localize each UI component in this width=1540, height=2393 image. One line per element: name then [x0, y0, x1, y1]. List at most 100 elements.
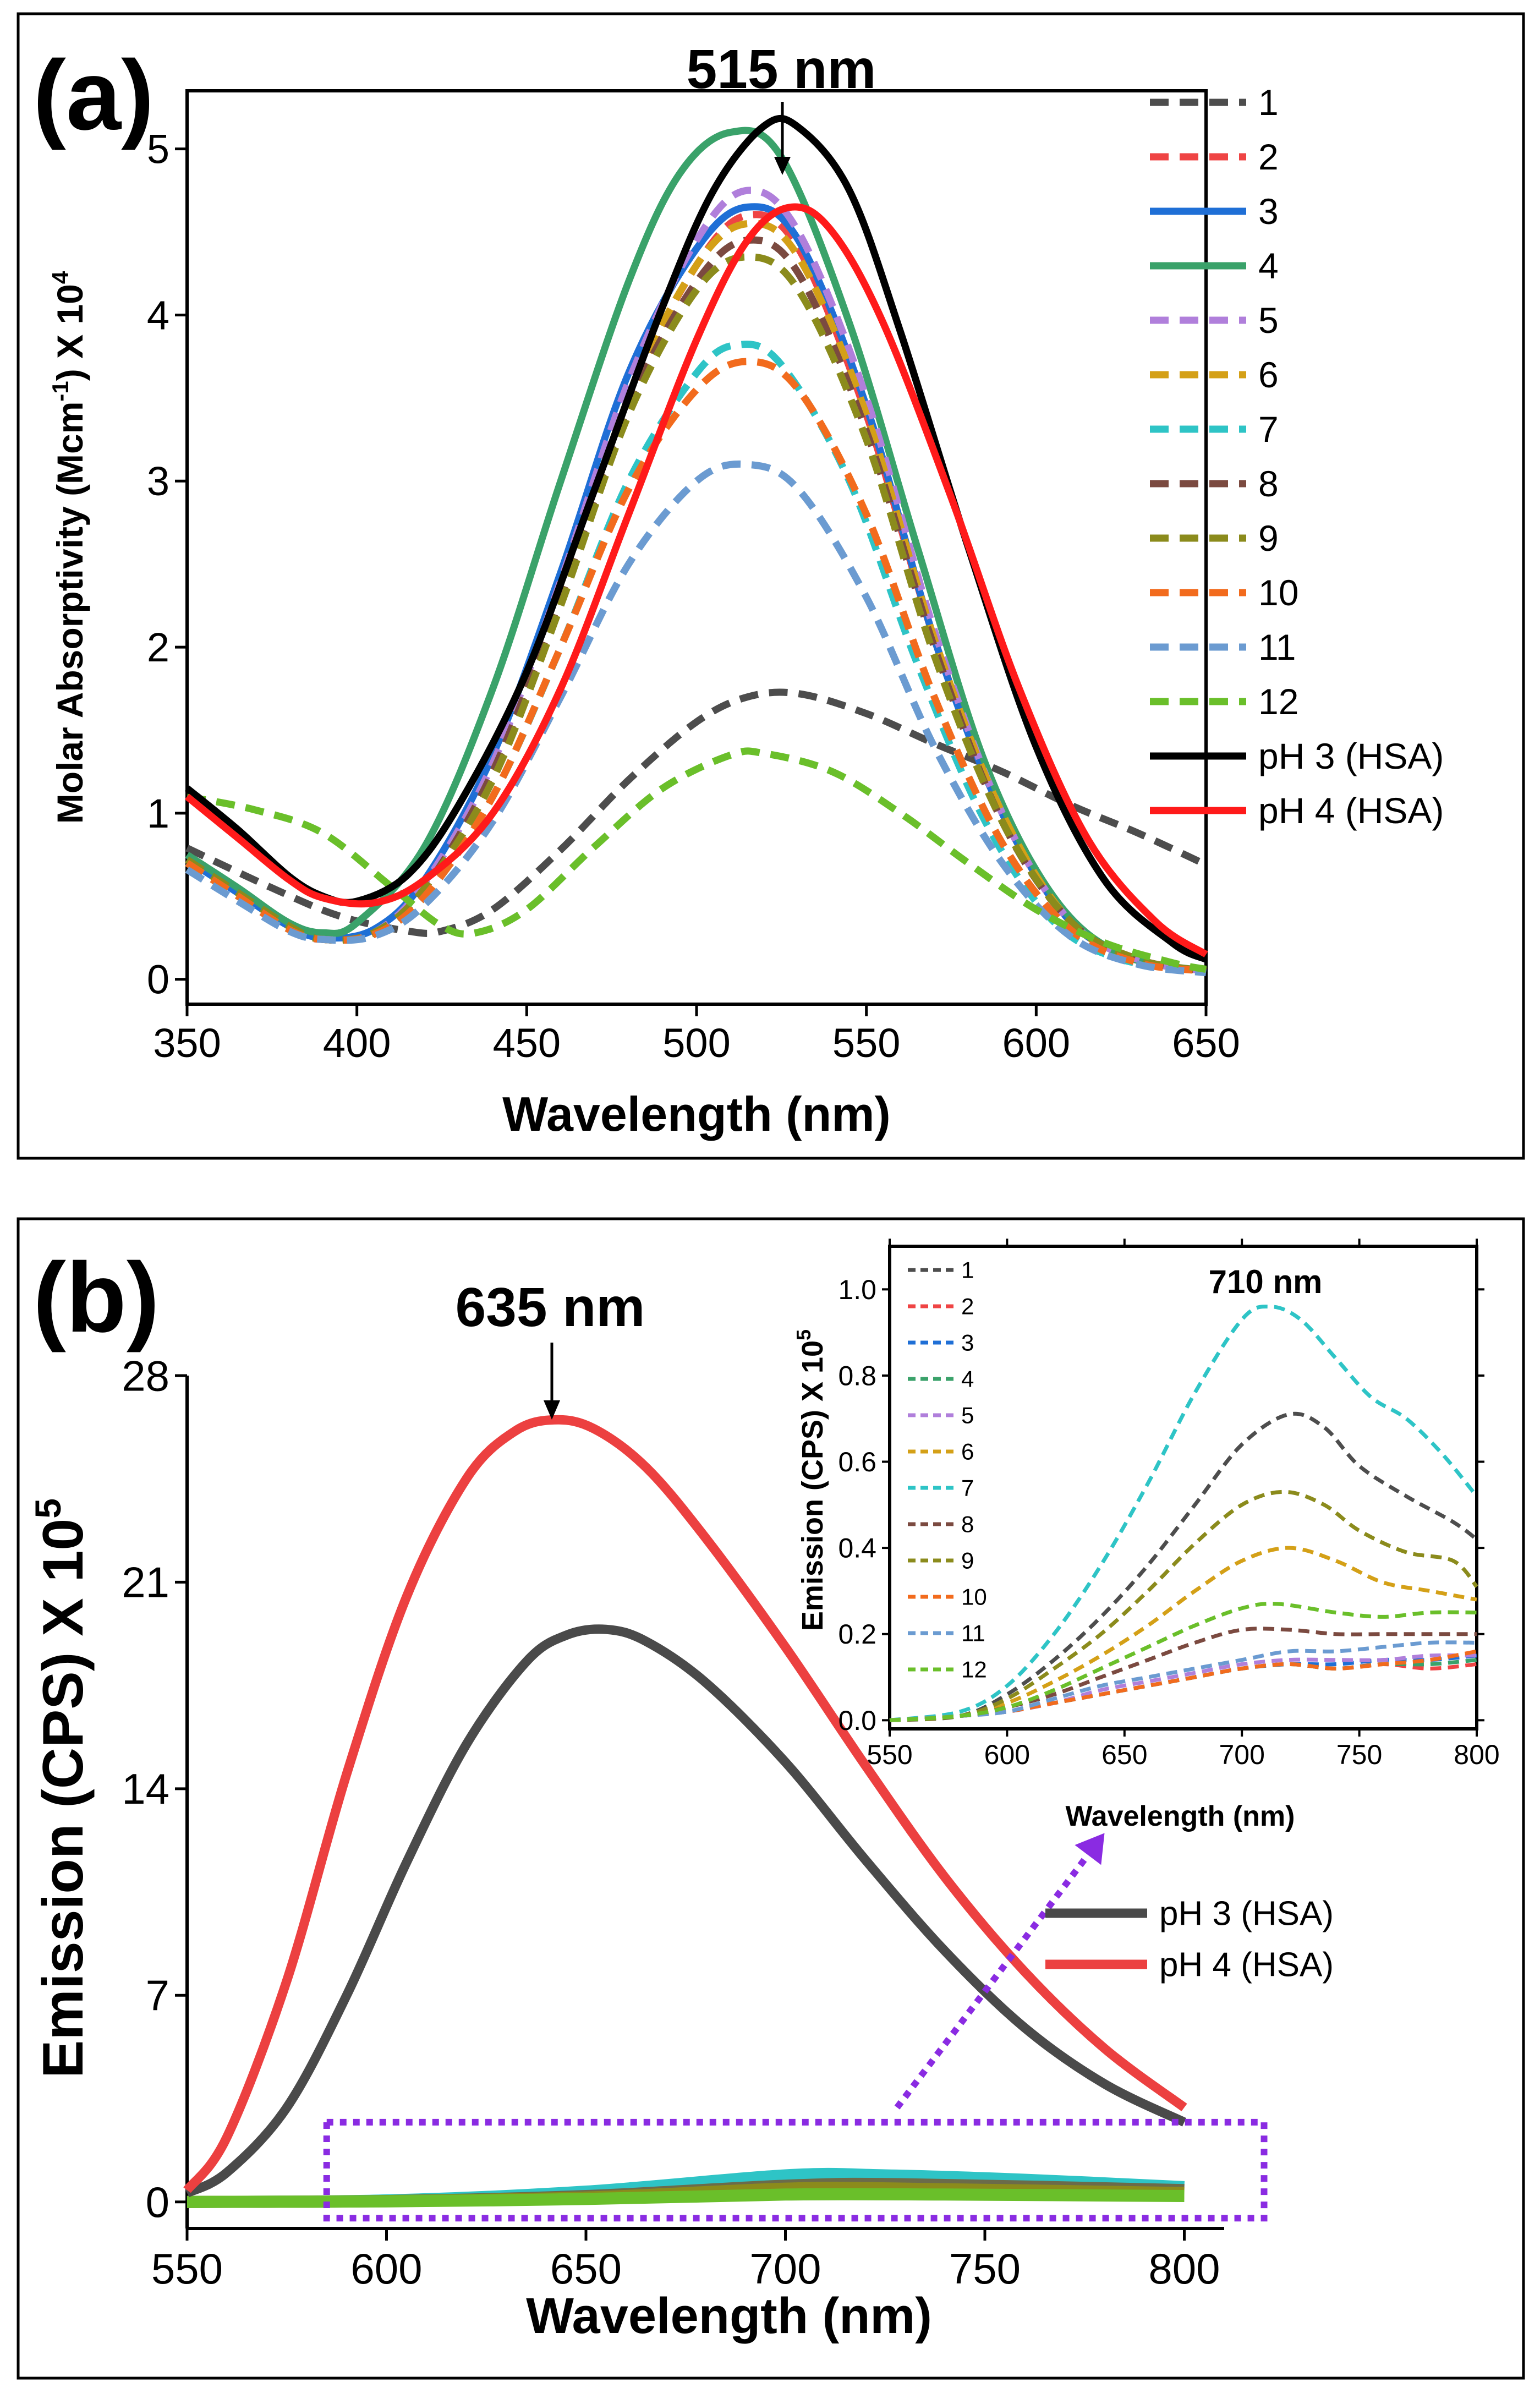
legend-label: 3: [1258, 191, 1279, 232]
y-tick-label: 0.8: [838, 1360, 876, 1391]
legend-label: 7: [1258, 409, 1279, 450]
x-tick-label: 800: [1454, 1739, 1499, 1770]
panel-b-ylabel: Emission (CPS) X 105: [28, 1498, 95, 2078]
legend-label: 5: [961, 1403, 974, 1428]
panel-a-xlabel: Wavelength (nm): [502, 1087, 891, 1141]
legend-label: 5: [1258, 300, 1279, 341]
legend-label: 10: [1258, 572, 1298, 613]
panel-a-label: (a): [33, 40, 154, 151]
inset-annotation: 710 nm: [1209, 1263, 1323, 1300]
series-line-11: [889, 1640, 1477, 1722]
panel-a-ylabel: Molar Absorptivity (Mcm-1) X 104: [47, 271, 90, 824]
panel-a-frame: [17, 12, 1525, 1160]
y-tick-label: 7: [146, 1972, 169, 2020]
y-tick-label: 1.0: [838, 1274, 876, 1305]
series-line-12: [187, 2188, 1185, 2208]
y-tick-label: 0.2: [838, 1619, 876, 1650]
y-tick-label: 0.6: [838, 1447, 876, 1477]
panel-b-series: [183, 1415, 1187, 2208]
panel-b-legend: pH 3 (HSA) pH 4 (HSA): [1045, 1895, 1334, 1984]
y-tick-label: 21: [122, 1558, 169, 1607]
x-tick-label: 350: [153, 1020, 221, 1066]
series-line-1: [889, 1411, 1478, 1722]
panel-b-annotation: 635 nm: [456, 1277, 645, 1338]
y-tick-label: 0.0: [838, 1705, 876, 1736]
legend-label: 9: [1258, 518, 1279, 558]
y-tick-label: 0: [147, 957, 169, 1003]
series-line-6: [889, 1546, 1477, 1722]
x-tick-label: 650: [1172, 1020, 1240, 1066]
series-line-11: [185, 460, 1207, 977]
legend-label: 6: [1258, 354, 1279, 395]
legend-label: 1: [1258, 82, 1279, 123]
panel-b-annotation-arrow: [544, 1343, 560, 1420]
x-tick-label: 450: [493, 1020, 561, 1066]
legend-label: 7: [961, 1475, 974, 1501]
legend-label: 11: [961, 1620, 985, 1646]
legend-label: 8: [961, 1512, 974, 1537]
x-tick-label: 400: [323, 1020, 391, 1066]
y-tick-label: 28: [122, 1351, 169, 1400]
x-tick-label: 550: [867, 1739, 912, 1770]
series-line-5: [185, 187, 1207, 975]
inset-ylabel: Emission (CPS) X 105: [792, 1329, 829, 1631]
y-tick-label: 1: [147, 791, 169, 836]
inset-background: [890, 1244, 1477, 1728]
panel-a-ticks: 350 400 450 500 550 600 650 0 1 2 3 4 5: [147, 127, 1240, 1066]
series-line-12: [889, 1602, 1477, 1722]
x-tick-label: 750: [949, 2244, 1021, 2293]
x-tick-label: 600: [1002, 1020, 1070, 1066]
x-tick-label: 750: [1336, 1739, 1382, 1770]
x-tick-label: 700: [1219, 1739, 1264, 1770]
x-tick-label: 500: [662, 1020, 730, 1066]
series-line-12: [186, 747, 1207, 973]
panel-a-series: [184, 114, 1208, 977]
inset-ticks: 550 600 650 700 750 800 0.0 0.2 0.4 0.6 0.8 1.0: [838, 1239, 1500, 1770]
x-tick-label: 700: [749, 2244, 821, 2293]
x-tick-label: 800: [1148, 2244, 1220, 2293]
legend-label: pH 3 (HSA): [1258, 736, 1444, 776]
panel-b-axes: [185, 1376, 1224, 2230]
legend-label: pH 3 (HSA): [1159, 1895, 1334, 1933]
series-line-ph-3-hsa-: [185, 1624, 1187, 2198]
legend-label: 4: [1258, 245, 1279, 286]
legend-label: 4: [961, 1366, 974, 1392]
y-tick-label: 3: [147, 458, 169, 504]
x-tick-label: 600: [984, 1739, 1030, 1770]
panel-b-label: (b): [33, 1242, 160, 1353]
zoom-arrow: [894, 1853, 1091, 2110]
series-line-9: [185, 253, 1207, 975]
y-tick-label: 0: [146, 2178, 169, 2226]
y-tick-label: 0.4: [838, 1533, 876, 1564]
series-line-4: [185, 127, 1207, 975]
y-tick-label: 14: [122, 1765, 169, 1813]
legend-label: pH 4 (HSA): [1258, 790, 1444, 831]
series-line-7: [889, 1305, 1478, 1722]
series-line-ph-4-hsa-: [183, 1415, 1187, 2193]
series-line-ph-4-hsa-: [184, 203, 1208, 958]
y-tick-label: 4: [147, 292, 169, 338]
series-line-10: [185, 358, 1207, 975]
panel-b-frame: [17, 1217, 1525, 2380]
legend-label: 9: [961, 1548, 974, 1574]
legend-label: 11: [1258, 627, 1296, 667]
series-line-ph-3-hsa-: [184, 114, 1208, 963]
y-tick-label: 5: [147, 127, 169, 172]
legend-label: 8: [1258, 463, 1279, 504]
legend-label: 3: [961, 1330, 974, 1356]
inset-plot-frame: [888, 1245, 1478, 1731]
x-tick-label: 550: [832, 1020, 900, 1066]
legend-label: 2: [961, 1294, 974, 1319]
legend-label: 10: [961, 1584, 987, 1610]
legend-label: 1: [961, 1257, 974, 1283]
inset-xlabel: Wavelength (nm): [1066, 1800, 1295, 1832]
panel-a-annotation-arrow: [774, 102, 791, 175]
legend-label: 12: [1258, 681, 1298, 722]
panel-b-xlabel: Wavelength (nm): [526, 2288, 932, 2344]
series-line-7: [185, 341, 1207, 975]
series-line-1: [185, 688, 1208, 937]
series-line-8: [185, 236, 1207, 975]
panel-b-ticks: 550 600 650 700 750 800 0 7 14 21 28: [122, 1351, 1220, 2293]
